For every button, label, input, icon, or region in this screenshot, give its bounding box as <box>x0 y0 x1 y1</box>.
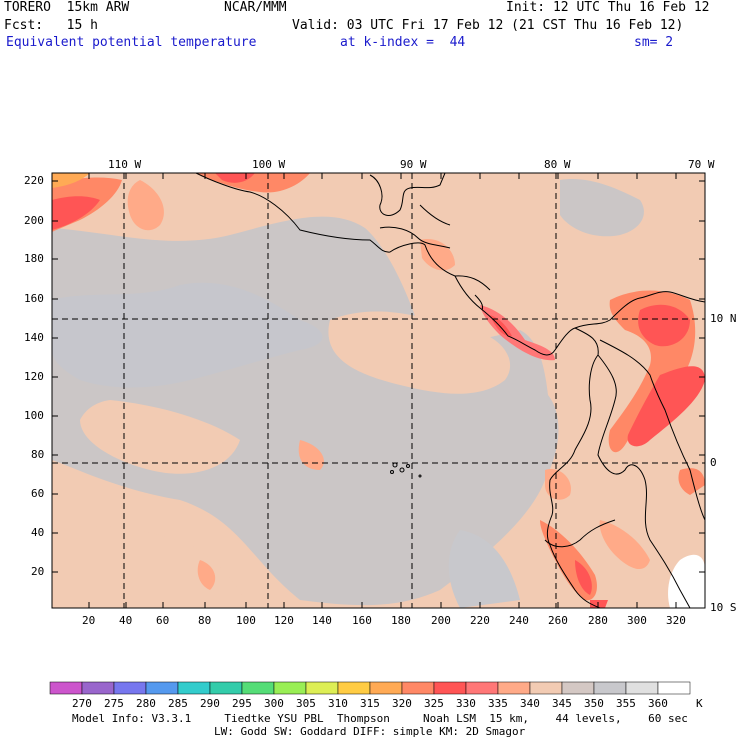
x-tick-label: 100 <box>236 614 256 627</box>
colorbar-label: 295 <box>232 697 252 710</box>
colorbar-label: 315 <box>360 697 380 710</box>
y-tick-label: 180 <box>24 252 44 265</box>
model-title: TORERO 15km ARW <box>4 0 130 15</box>
colorbar-label: 345 <box>552 697 572 710</box>
colorbar-label: 325 <box>424 697 444 710</box>
y-tick-label: 100 <box>24 409 44 422</box>
coastlines <box>195 173 705 608</box>
colorbar-label: 275 <box>104 697 124 710</box>
y-tick-label: 80 <box>31 448 45 461</box>
colorbar-label: 355 <box>616 697 636 710</box>
x-tick-label: 120 <box>274 614 294 627</box>
colorbar-label: 270 <box>72 697 92 710</box>
lon-label-70w: 70 W <box>688 158 715 171</box>
x-tick-label: 300 <box>627 614 647 627</box>
lon-label-110w: 110 W <box>108 158 142 171</box>
x-tick-label: 140 <box>312 614 332 627</box>
colorbar-label: 320 <box>392 697 412 710</box>
x-tick-label: 40 <box>119 614 133 627</box>
x-tick-label: 260 <box>548 614 568 627</box>
x-tick-label: 280 <box>588 614 608 627</box>
lon-label-90w: 90 W <box>400 158 427 171</box>
temperature-field <box>52 173 705 608</box>
colorbar-label: 285 <box>168 697 188 710</box>
y-tick-label: 200 <box>24 214 44 227</box>
lat-lon-grid <box>52 173 705 608</box>
x-tick-label: 320 <box>666 614 686 627</box>
y-tick-label: 160 <box>24 292 44 305</box>
field-name: Equivalent potential temperature <box>6 35 257 50</box>
x-tick-label: 240 <box>509 614 529 627</box>
x-tick-label: 180 <box>391 614 411 627</box>
lon-label-100w: 100 W <box>252 158 286 171</box>
x-tick-label: 160 <box>352 614 372 627</box>
init-time: Init: 12 UTC Thu 16 Feb 12 <box>506 0 710 15</box>
y-tick-label: 40 <box>31 526 45 539</box>
colorbar-label: 360 <box>648 697 668 710</box>
x-tick-label: 60 <box>156 614 170 627</box>
y-tick-label: 60 <box>31 487 45 500</box>
map-frame <box>51 172 706 609</box>
forecast-hour: Fcst: 15 h <box>4 18 98 33</box>
lat-label-10s: 10 S <box>710 601 737 614</box>
axis-ticks <box>52 173 705 608</box>
colorbar-label: 290 <box>200 697 220 710</box>
colorbar-label: 305 <box>296 697 316 710</box>
x-tick-label: 80 <box>198 614 212 627</box>
colorbar-label: 310 <box>328 697 348 710</box>
colorbar-unit: K <box>696 697 703 710</box>
y-tick-label: 20 <box>31 565 45 578</box>
x-tick-label: 220 <box>470 614 490 627</box>
x-tick-label: 200 <box>431 614 451 627</box>
y-tick-label: 120 <box>24 370 44 383</box>
y-tick-label: 140 <box>24 331 44 344</box>
smoothing-label: sm= 2 <box>634 35 674 50</box>
colorbar-label: 280 <box>136 697 156 710</box>
org-label: NCAR/MMM <box>224 0 287 15</box>
lon-label-80w: 80 W <box>544 158 571 171</box>
colorbar-label: 330 <box>456 697 476 710</box>
model-physics: LW: Godd SW: Goddard DIFF: simple KM: 2D… <box>214 725 526 738</box>
level-index: at k-index = 44 <box>340 35 466 50</box>
colorbar <box>49 681 691 695</box>
lat-label-0: 0 <box>710 456 717 469</box>
colorbar-label: 300 <box>264 697 284 710</box>
colorbar-label: 350 <box>584 697 604 710</box>
valid-time: Valid: 03 UTC Fri 17 Feb 12 (21 CST Thu … <box>292 18 684 33</box>
lat-label-10n: 10 N <box>710 312 737 325</box>
colorbar-label: 335 <box>488 697 508 710</box>
colorbar-label: 340 <box>520 697 540 710</box>
y-tick-label: 220 <box>24 174 44 187</box>
x-tick-label: 20 <box>82 614 96 627</box>
model-info: Model Info: V3.3.1 Tiedtke YSU PBL Thomp… <box>72 712 688 725</box>
